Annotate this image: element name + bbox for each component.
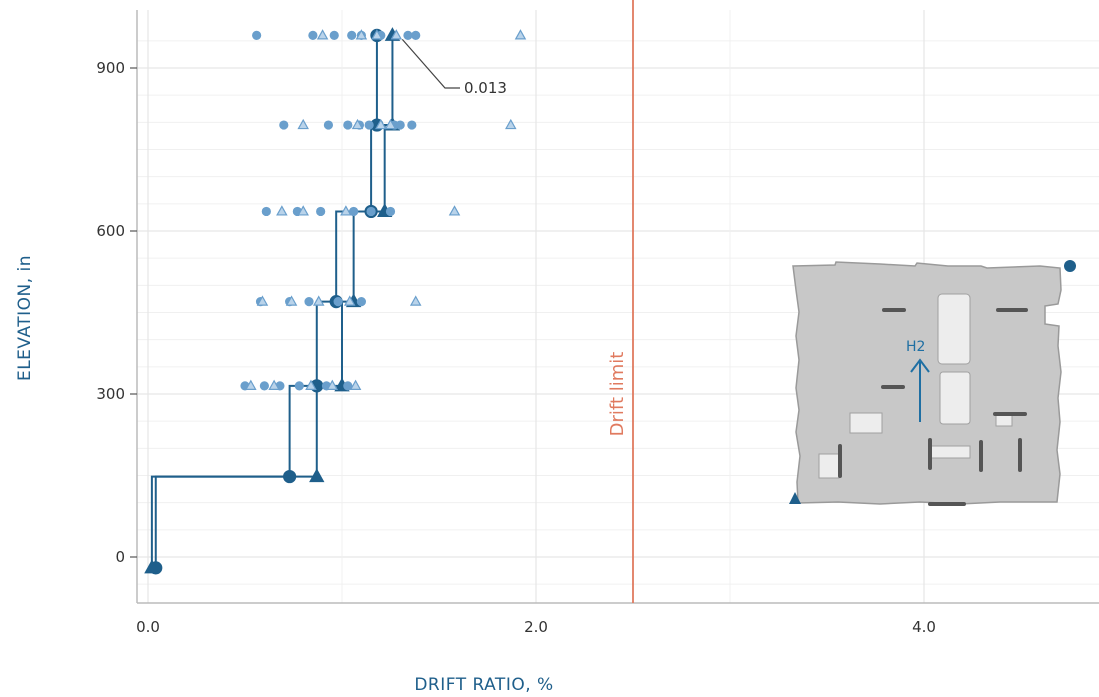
record-circle-point <box>395 120 405 130</box>
record-triangle-point <box>384 118 397 130</box>
x-tick-label: 4.0 <box>912 618 936 636</box>
y-tick-label: 0 <box>115 548 125 566</box>
room <box>818 453 840 479</box>
record-circle-point <box>411 30 421 41</box>
record-circle-point <box>329 30 339 41</box>
grid-lines <box>137 10 1099 603</box>
record-triangle-point <box>297 205 309 216</box>
y-tick-labels: 0 300 600 900 <box>96 59 137 566</box>
record-circle-point <box>343 120 353 130</box>
arrow-up-icon <box>910 358 930 422</box>
corner-circle-marker <box>1064 260 1076 272</box>
record-triangle-point <box>390 29 403 40</box>
record-circle-point <box>366 206 376 217</box>
record-circle-point <box>304 297 314 307</box>
record-triangle-point <box>297 118 309 130</box>
record-triangle-point <box>371 29 383 40</box>
room <box>939 371 971 425</box>
record-circle-point <box>349 206 359 217</box>
y-tick-label: 600 <box>96 222 125 240</box>
record-circle-point <box>356 297 366 307</box>
x-axis-label: DRIFT RATIO, % <box>414 675 553 695</box>
record-triangle-point <box>245 379 257 390</box>
direction-label: H2 <box>906 339 925 355</box>
record-circle-point <box>347 30 357 41</box>
drift-limit: Drift limit <box>607 0 634 603</box>
annotation-leader-line <box>401 39 460 89</box>
annotation-label: 0.013 <box>464 79 507 97</box>
record-circle-point <box>403 30 413 41</box>
record-triangle-point <box>514 29 527 40</box>
room <box>849 412 883 434</box>
record-triangle-point <box>268 379 280 390</box>
axes <box>136 10 1099 604</box>
record-triangle-point <box>312 295 325 306</box>
record-triangle-point <box>276 205 288 216</box>
record-circle-point <box>261 206 271 217</box>
annotation: 0.013 <box>401 39 507 97</box>
profile-triangle-point <box>144 559 160 574</box>
record-triangle-point <box>355 29 368 40</box>
record-triangle-point <box>505 118 517 130</box>
record-triangle-point <box>351 118 364 130</box>
floor-plan-inset: H2 <box>789 260 1076 506</box>
drift-limit-label: Drift limit <box>607 352 628 437</box>
profile-triangle-point <box>309 468 325 483</box>
record-triangle-point <box>305 379 317 390</box>
record-circle-point <box>252 30 262 41</box>
corner-triangle-marker <box>789 492 801 504</box>
y-axis-label: ELEVATION, in <box>15 255 35 381</box>
record-triangle-point <box>316 29 329 40</box>
record-triangle-point <box>343 295 356 306</box>
individual-records <box>240 29 527 391</box>
room <box>929 445 971 459</box>
floor-plan-outline <box>792 261 1062 505</box>
record-triangle-point <box>349 379 362 390</box>
record-triangle-point <box>375 118 387 130</box>
record-circle-point <box>308 30 318 41</box>
record-circle-point <box>323 120 334 130</box>
record-circle-point <box>364 120 374 130</box>
record-circle-point <box>259 381 269 391</box>
y-tick-label: 300 <box>96 385 125 403</box>
wall-segments <box>838 308 1028 506</box>
record-triangle-point <box>340 205 352 216</box>
record-triangle-point <box>448 205 461 216</box>
record-triangle-point <box>256 295 269 306</box>
record-triangle-point <box>326 379 339 390</box>
x-tick-labels: 0.0 2.0 4.0 <box>136 618 936 636</box>
x-tick-label: 0.0 <box>136 618 160 636</box>
y-tick-label: 900 <box>96 59 125 77</box>
x-tick-label: 2.0 <box>524 618 548 636</box>
record-circle-point <box>294 381 304 391</box>
record-circle-point <box>407 120 417 130</box>
record-circle-point <box>385 206 396 217</box>
room <box>937 293 971 365</box>
record-triangle-point <box>285 295 298 306</box>
record-circle-point <box>333 297 343 307</box>
record-circle-point <box>343 381 353 391</box>
record-circle-point <box>279 120 289 130</box>
record-circle-point <box>316 206 326 217</box>
record-triangle-point <box>409 295 422 306</box>
